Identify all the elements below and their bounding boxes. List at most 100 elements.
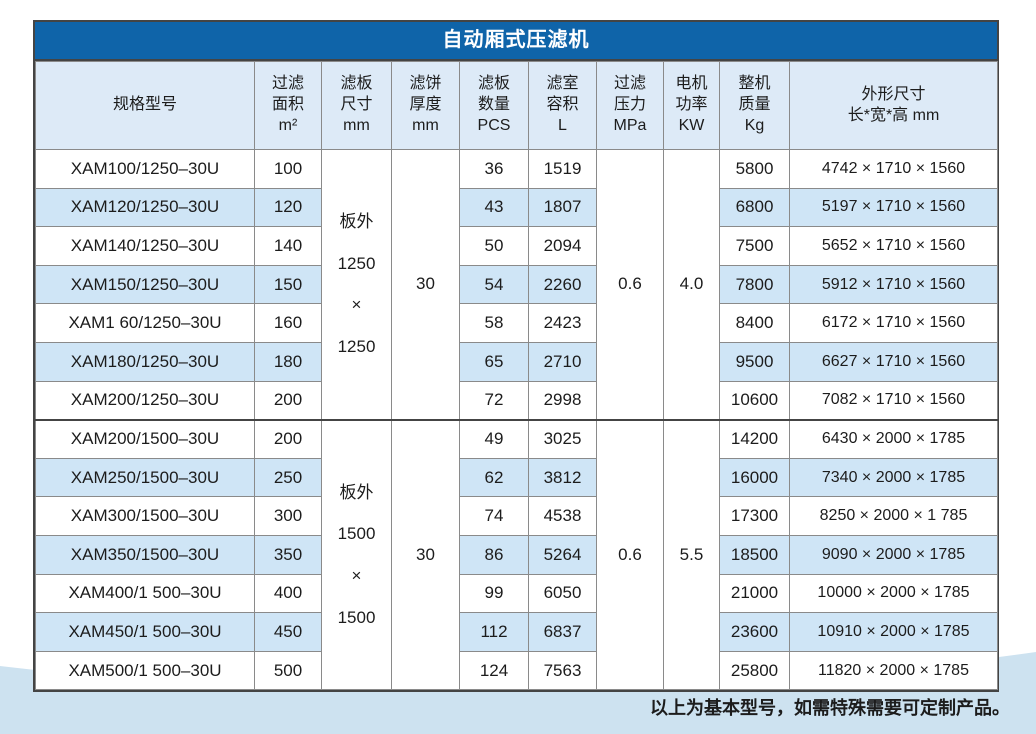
model-cell: XAM350/1500–30U bbox=[35, 534, 255, 575]
chamber-volume-cell: 2094 bbox=[528, 226, 597, 266]
plate-count-cell: 112 bbox=[459, 612, 529, 652]
model-cell: XAM100/1250–30U bbox=[35, 149, 255, 189]
cake-thickness-cell: 30 bbox=[391, 148, 460, 421]
chamber-volume-cell: 3812 bbox=[528, 457, 597, 498]
plate-count-cell: 58 bbox=[459, 303, 529, 343]
dimensions-cell: 11820 × 2000 × 1785 bbox=[789, 650, 998, 691]
table-row: XAM450/1 500–30U 450 112 6837 23600 10910 × 2… bbox=[35, 612, 998, 652]
machine-mass-cell: 16000 bbox=[719, 457, 790, 498]
filter-area-cell: 160 bbox=[254, 303, 322, 343]
cake-thickness-cell: 30 bbox=[391, 418, 460, 691]
machine-mass-cell: 21000 bbox=[719, 573, 790, 614]
chamber-volume-cell: 2998 bbox=[528, 380, 597, 421]
column-header-machine-mass: 整机 质量 Kg bbox=[719, 61, 790, 150]
filter-area-cell: 100 bbox=[254, 149, 322, 189]
table-row: XAM300/1500–30U 300 74 4538 17300 8250 × 2000… bbox=[35, 496, 998, 536]
model-cell: XAM200/1500–30U bbox=[35, 418, 255, 459]
filter-area-cell: 140 bbox=[254, 226, 322, 266]
table-row: XAM500/1 500–30U 500 124 7563 25800 11820 × 2… bbox=[35, 650, 998, 691]
machine-mass-cell: 5800 bbox=[719, 149, 790, 189]
dimensions-cell: 9090 × 2000 × 1785 bbox=[789, 534, 998, 575]
filter-pressure-cell: 0.6 bbox=[596, 418, 664, 691]
bottom-wave-decoration bbox=[0, 652, 1036, 734]
column-header-model: 规格型号 bbox=[35, 61, 255, 150]
plate-count-cell: 43 bbox=[459, 187, 529, 228]
footer-note: 以上为基本型号，如需特殊需要可定制产品。 bbox=[650, 698, 1010, 718]
model-cell: XAM400/1 500–30U bbox=[35, 573, 255, 614]
chamber-volume-cell: 1807 bbox=[528, 187, 597, 228]
spec-table: 规格型号 过滤 面积 m² 滤板 尺寸 mm 滤饼 厚度 mm 滤板 数量 PCS 滤室 容积 L 过滤 压力 MP… bbox=[35, 61, 998, 691]
dimensions-cell: 4742 × 1710 × 1560 bbox=[789, 149, 998, 189]
column-header-filter-area: 过滤 面积 m² bbox=[254, 61, 322, 150]
column-header-plate-size: 滤板 尺寸 mm bbox=[321, 61, 392, 150]
filter-area-cell: 200 bbox=[254, 418, 322, 459]
dimensions-cell: 5912 × 1710 × 1560 bbox=[789, 264, 998, 305]
table-row: XAM200/1250–30U 200 72 2998 10600 7082 × 1710… bbox=[35, 380, 998, 421]
model-cell: XAM180/1250–30U bbox=[35, 341, 255, 382]
column-header-dimensions: 外形尺寸 长*宽*高 mm bbox=[789, 61, 998, 150]
dimensions-cell: 5197 × 1710 × 1560 bbox=[789, 187, 998, 228]
plate-size-cell: 板外 1500 × 1500 bbox=[321, 418, 392, 691]
chamber-volume-cell: 6837 bbox=[528, 612, 597, 652]
plate-count-cell: 54 bbox=[459, 264, 529, 305]
table-row: XAM400/1 500–30U 400 99 6050 21000 10000 × 20… bbox=[35, 573, 998, 614]
dimensions-cell: 7082 × 1710 × 1560 bbox=[789, 380, 998, 421]
model-cell: XAM150/1250–30U bbox=[35, 264, 255, 305]
model-cell: XAM250/1500–30U bbox=[35, 457, 255, 498]
table-title: 自动厢式压滤机 bbox=[35, 22, 997, 61]
plate-count-cell: 74 bbox=[459, 496, 529, 536]
chamber-volume-cell: 4538 bbox=[528, 496, 597, 536]
model-cell: XAM450/1 500–30U bbox=[35, 612, 255, 652]
motor-power-cell: 5.5 bbox=[663, 418, 720, 691]
machine-mass-cell: 23600 bbox=[719, 612, 790, 652]
plate-count-cell: 65 bbox=[459, 341, 529, 382]
dimensions-cell: 10000 × 2000 × 1785 bbox=[789, 573, 998, 614]
table-row: XAM150/1250–30U 150 54 2260 7800 5912 × 1710 … bbox=[35, 264, 998, 305]
dimensions-cell: 8250 × 2000 × 1 785 bbox=[789, 496, 998, 536]
table-row: XAM120/1250–30U 120 43 1807 6800 5197 × 1710 … bbox=[35, 187, 998, 228]
filter-area-cell: 300 bbox=[254, 496, 322, 536]
spec-table-head-row: 规格型号 过滤 面积 m² 滤板 尺寸 mm 滤饼 厚度 mm 滤板 数量 PCS 滤室 容积 L 过滤 压力 MP… bbox=[35, 61, 998, 150]
filter-area-cell: 250 bbox=[254, 457, 322, 498]
dimensions-cell: 6172 × 1710 × 1560 bbox=[789, 303, 998, 343]
filter-area-cell: 400 bbox=[254, 573, 322, 614]
machine-mass-cell: 14200 bbox=[719, 418, 790, 459]
filter-area-cell: 150 bbox=[254, 264, 322, 305]
table-row: XAM1 60/1250–30U 160 58 2423 8400 6172 × 1710… bbox=[35, 303, 998, 343]
machine-mass-cell: 9500 bbox=[719, 341, 790, 382]
machine-mass-cell: 10600 bbox=[719, 380, 790, 421]
column-header-motor-power: 电机 功率 KW bbox=[663, 61, 720, 150]
plate-count-cell: 36 bbox=[459, 149, 529, 189]
column-header-cake-thickness: 滤饼 厚度 mm bbox=[391, 61, 460, 150]
filter-area-cell: 180 bbox=[254, 341, 322, 382]
dimensions-cell: 5652 × 1710 × 1560 bbox=[789, 226, 998, 266]
filter-area-cell: 120 bbox=[254, 187, 322, 228]
table-row: XAM350/1500–30U 350 86 5264 18500 9090 × 2000… bbox=[35, 534, 998, 575]
dimensions-cell: 10910 × 2000 × 1785 bbox=[789, 612, 998, 652]
machine-mass-cell: 25800 bbox=[719, 650, 790, 691]
column-header-filter-pressure: 过滤 压力 MPa bbox=[596, 61, 664, 150]
dimensions-cell: 6627 × 1710 × 1560 bbox=[789, 341, 998, 382]
table-row: XAM250/1500–30U 250 62 3812 16000 7340 × 2000… bbox=[35, 457, 998, 498]
chamber-volume-cell: 7563 bbox=[528, 650, 597, 691]
machine-mass-cell: 6800 bbox=[719, 187, 790, 228]
plate-count-cell: 124 bbox=[459, 650, 529, 691]
table-row: XAM100/1250–30U 100 板外 1250 × 1250 30 36 1519 0.6… bbox=[35, 148, 998, 421]
plate-count-cell: 72 bbox=[459, 380, 529, 421]
model-cell: XAM120/1250–30U bbox=[35, 187, 255, 228]
filter-area-cell: 450 bbox=[254, 612, 322, 652]
filter-area-cell: 500 bbox=[254, 650, 322, 691]
spec-table-body: XAM100/1250–30U 100 板外 1250 × 1250 30 36 1519 0.6… bbox=[35, 148, 998, 691]
table-row: XAM140/1250–30U 140 50 2094 7500 5652 × 1710 … bbox=[35, 226, 998, 266]
model-cell: XAM200/1250–30U bbox=[35, 380, 255, 421]
chamber-volume-cell: 2710 bbox=[528, 341, 597, 382]
plate-count-cell: 86 bbox=[459, 534, 529, 575]
chamber-volume-cell: 5264 bbox=[528, 534, 597, 575]
machine-mass-cell: 8400 bbox=[719, 303, 790, 343]
table-row: XAM200/1500–30U 200 板外 1500 × 1500 30 49 3025 0.6… bbox=[35, 418, 998, 691]
chamber-volume-cell: 1519 bbox=[528, 149, 597, 189]
plate-size-cell: 板外 1250 × 1250 bbox=[321, 148, 392, 421]
chamber-volume-cell: 6050 bbox=[528, 573, 597, 614]
dimensions-cell: 7340 × 2000 × 1785 bbox=[789, 457, 998, 498]
column-header-plate-count: 滤板 数量 PCS bbox=[459, 61, 529, 150]
